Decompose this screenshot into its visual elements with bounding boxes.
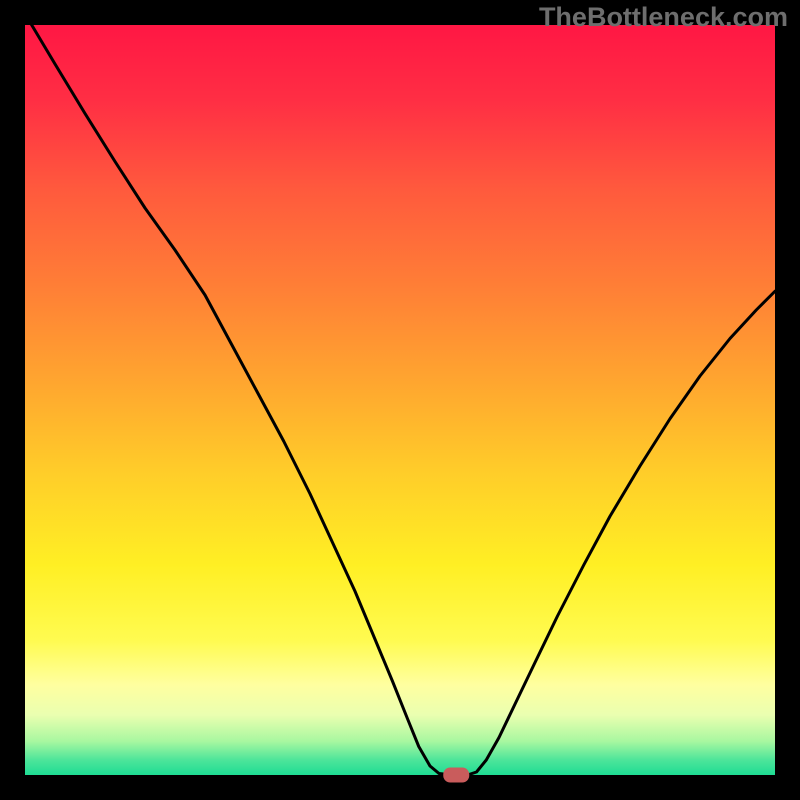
plot-area [25, 25, 775, 775]
optimal-point-marker [443, 768, 469, 783]
watermark-text: TheBottleneck.com [539, 2, 788, 33]
chart-stage: TheBottleneck.com [0, 0, 800, 800]
bottleneck-chart [0, 0, 800, 800]
